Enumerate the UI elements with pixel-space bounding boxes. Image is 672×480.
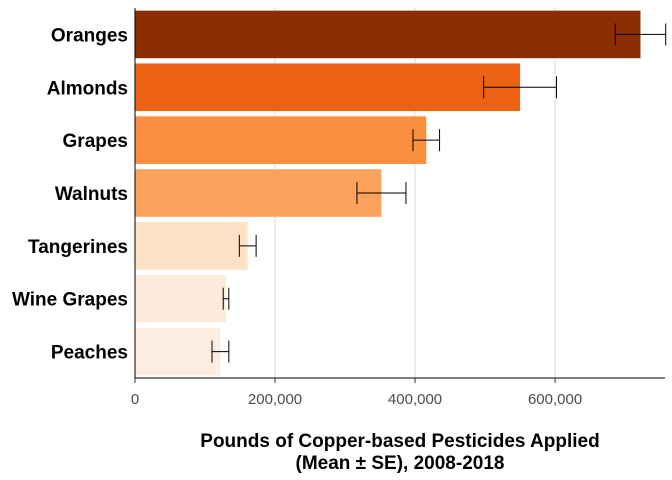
bar-almonds	[135, 63, 521, 112]
bar-walnuts	[135, 169, 382, 217]
x-axis-title-line-1: Pounds of Copper-based Pesticides Applie…	[200, 431, 599, 452]
bars	[135, 10, 641, 376]
category-label-grapes: Grapes	[63, 131, 128, 152]
error-bars	[211, 23, 667, 363]
bar-peaches	[135, 327, 221, 376]
bar-tangerines	[135, 222, 248, 270]
category-labels: Oranges Almonds Grapes Walnuts Tangerines Win…	[12, 25, 128, 363]
x-axis-title-line-2: (Mean ± SE), 2008-2018	[296, 453, 505, 474]
category-label-oranges: Oranges	[51, 25, 128, 46]
category-label-wine-grapes: Wine Grapes	[12, 290, 128, 311]
category-label-walnuts: Walnuts	[55, 184, 128, 205]
x-tick-label-0: 0	[131, 391, 139, 408]
x-axis-ticks: 0 200,000 400,000 600,000	[131, 378, 582, 408]
x-tick-label-1: 200,000	[248, 391, 302, 408]
category-label-almonds: Almonds	[47, 78, 128, 99]
bar-wine-grapes	[135, 274, 227, 323]
category-label-tangerines: Tangerines	[28, 237, 128, 258]
x-tick-label-3: 600,000	[528, 391, 582, 408]
bar-oranges	[135, 10, 641, 59]
category-label-peaches: Peaches	[51, 343, 128, 364]
bar-grapes	[135, 116, 427, 164]
x-tick-label-2: 400,000	[388, 391, 442, 408]
